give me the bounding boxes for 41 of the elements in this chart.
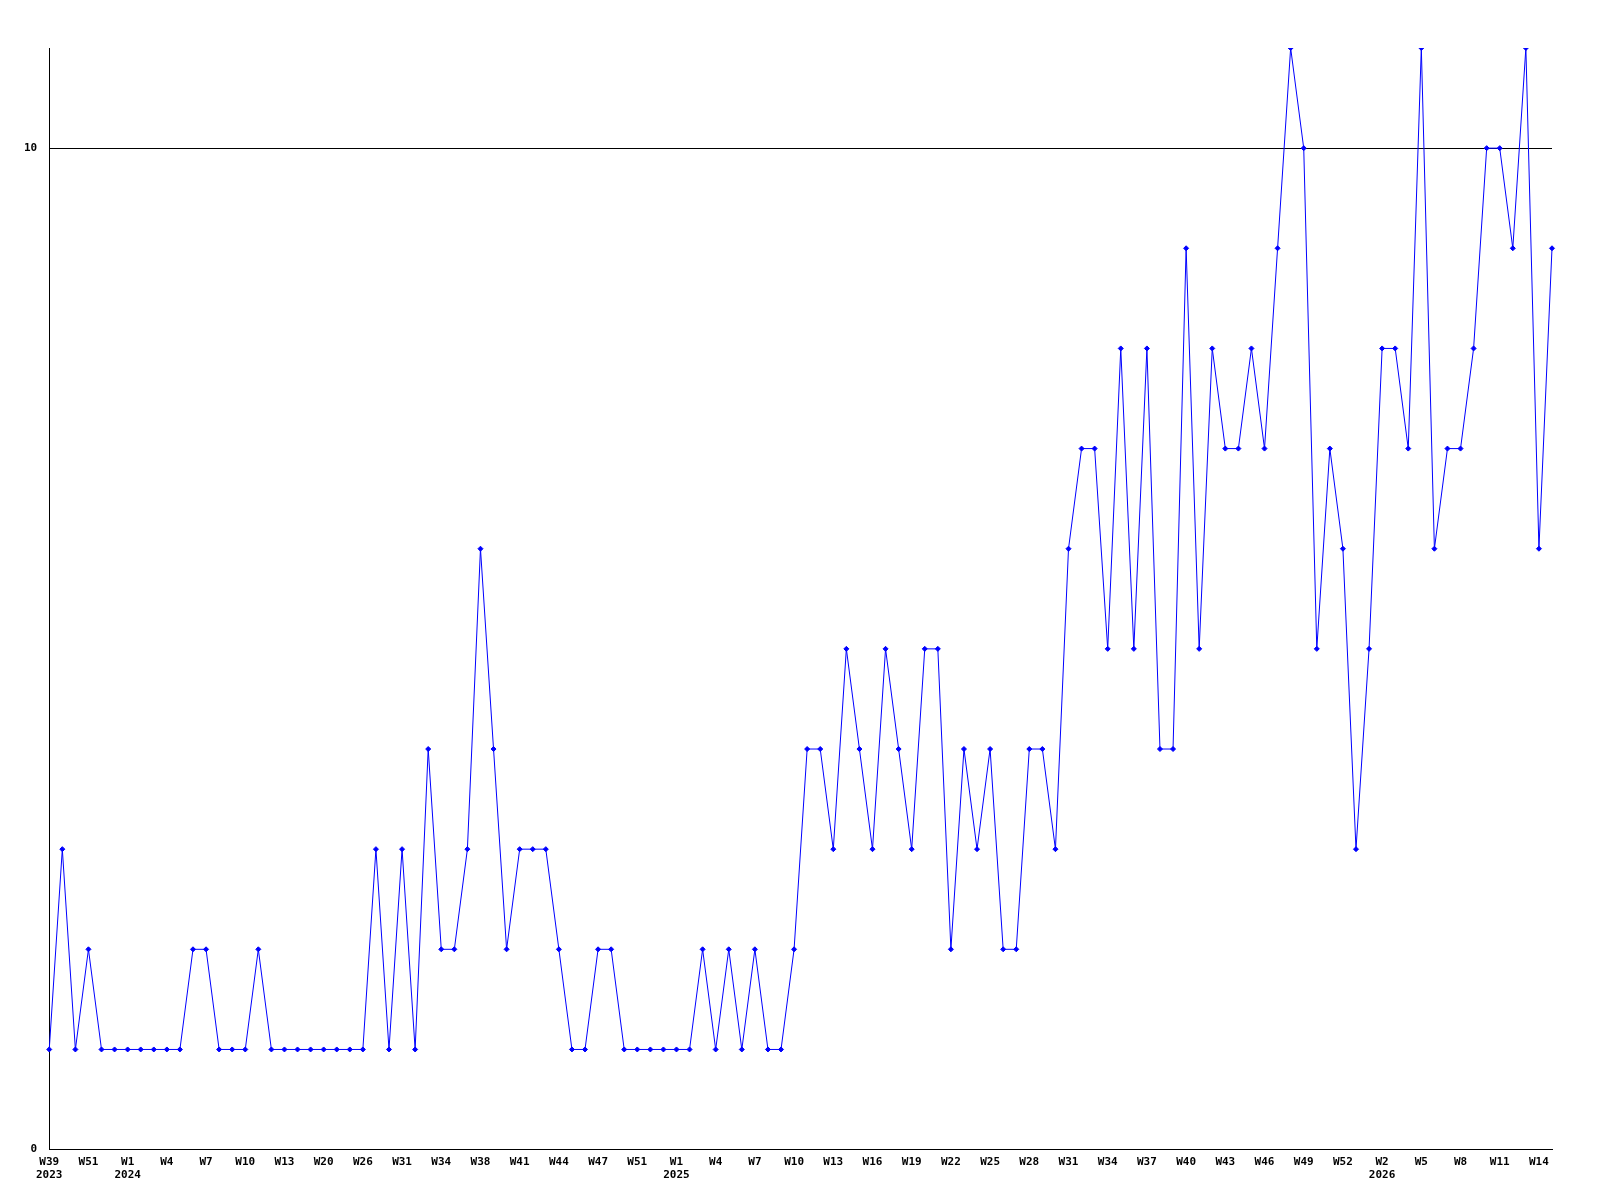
x-tick-label: W40 — [1176, 1155, 1197, 1169]
x-tick-label: W25 — [980, 1155, 1001, 1169]
x-tick-label: W19 — [901, 1155, 922, 1169]
x-tick-label: W46 — [1254, 1155, 1275, 1169]
x-tick-label: W8 — [1453, 1155, 1468, 1169]
x-tick-label: W16 — [862, 1155, 883, 1169]
x-tick-label: W31 — [392, 1155, 413, 1169]
x-tick-label: W51 — [78, 1155, 99, 1169]
x-tick-label: W13 — [823, 1155, 844, 1169]
x-tick-label: W39 2023 — [36, 1155, 63, 1182]
x-tick-label: W2 2026 — [1368, 1155, 1396, 1182]
x-tick-label: W5 — [1414, 1155, 1428, 1169]
x-tick-label: W41 — [509, 1155, 530, 1169]
x-tick-label: W34 — [1097, 1155, 1119, 1169]
x-tick-label: W37 — [1136, 1155, 1157, 1169]
x-tick-label: W4 — [709, 1155, 723, 1169]
x-tick-label: W13 — [274, 1155, 295, 1169]
x-tick-label: W10 — [784, 1155, 805, 1169]
x-tick-label: W11 — [1489, 1155, 1511, 1169]
x-tick-label: W31 — [1058, 1155, 1079, 1169]
x-tick-label: W34 — [431, 1155, 452, 1169]
x-tick-label: W1 2025 — [663, 1155, 690, 1182]
x-tick-label: W43 — [1215, 1155, 1236, 1169]
x-tick-label: W7 — [199, 1155, 213, 1169]
x-tick-label: W7 — [748, 1155, 762, 1169]
x-tick-label: W49 — [1293, 1155, 1314, 1169]
x-tick-label: W28 — [1019, 1155, 1040, 1169]
x-tick-label: W26 — [352, 1155, 374, 1169]
x-tick-label: W10 — [235, 1155, 256, 1169]
y-tick-label: 0 — [30, 1142, 38, 1156]
x-tick-label: W14 — [1529, 1155, 1550, 1169]
x-tick-label: W52 — [1332, 1155, 1353, 1169]
x-tick-label: W38 — [470, 1155, 491, 1169]
x-tick-label: W44 — [548, 1155, 570, 1169]
x-tick-label: W47 — [588, 1155, 609, 1169]
x-tick-label: W4 — [160, 1155, 174, 1169]
y-tick-label: 10 — [24, 141, 38, 154]
x-tick-label: W22 — [940, 1155, 961, 1169]
x-tick-label: W1 2024 — [114, 1155, 142, 1182]
x-tick-label: W20 — [313, 1155, 334, 1169]
x-tick-label: W51 — [627, 1155, 648, 1169]
